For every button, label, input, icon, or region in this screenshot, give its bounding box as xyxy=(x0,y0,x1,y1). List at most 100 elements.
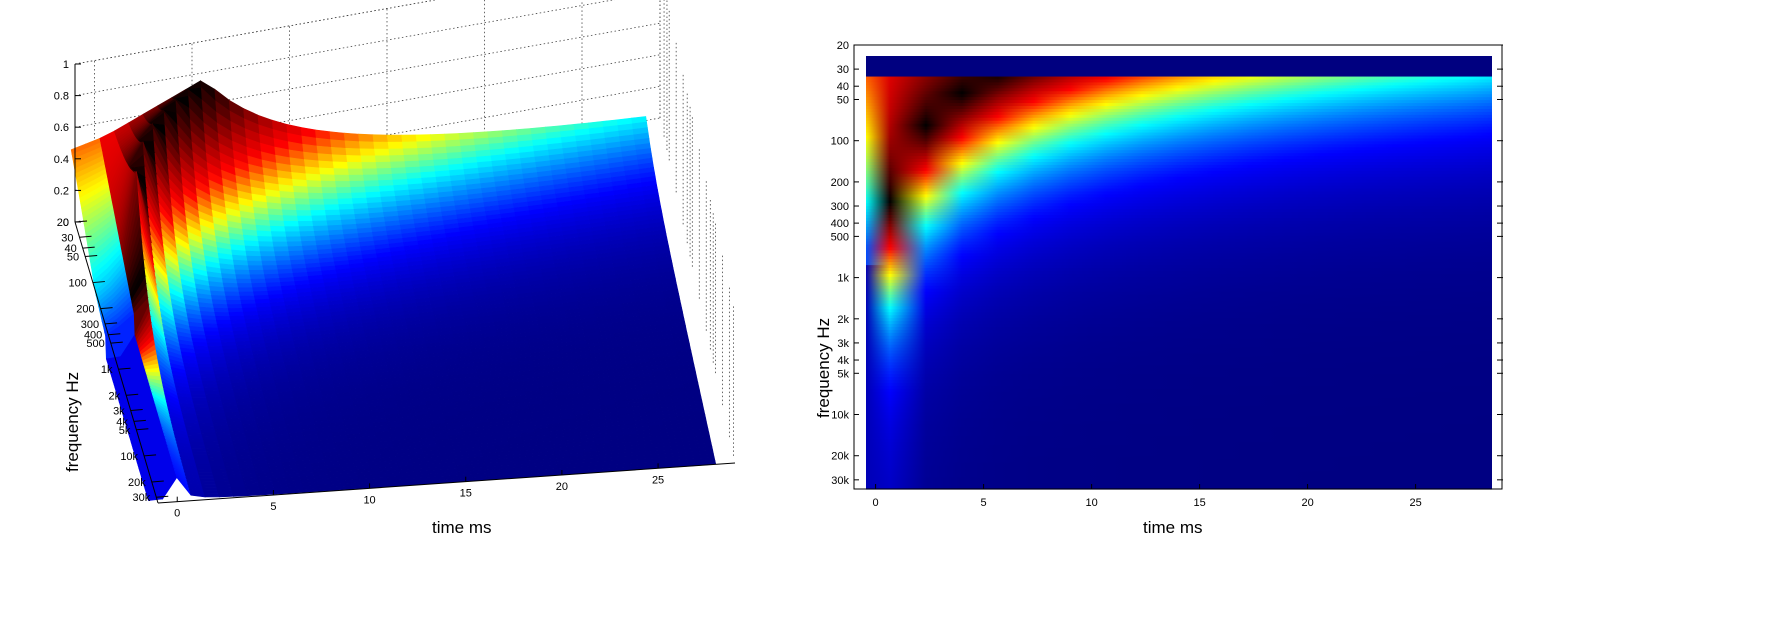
surface-patch xyxy=(430,140,447,149)
surface-patch xyxy=(224,291,241,297)
surface-patch xyxy=(306,180,323,188)
surface-patch xyxy=(207,345,224,351)
surface-patch xyxy=(374,148,391,157)
heatmap-band xyxy=(866,474,1492,478)
heatmap-band xyxy=(866,365,1492,369)
heatmap-band xyxy=(866,176,1492,181)
heatmap-y-tick-label: 40 xyxy=(837,81,849,93)
surface-patch xyxy=(270,225,286,233)
surface-patch xyxy=(189,387,206,392)
heatmap-axes-frame xyxy=(853,44,1503,490)
surface-x-tick-label: 15 xyxy=(460,488,472,500)
heatmap-band xyxy=(866,238,1492,243)
heatmap-band xyxy=(866,244,1492,249)
surface-grid-line xyxy=(74,0,438,65)
surface-z-tick-label: 0.6 xyxy=(54,122,69,134)
surface-y-tick xyxy=(130,409,143,412)
surface-patch xyxy=(313,225,329,232)
surface-patch xyxy=(222,282,239,289)
heatmap-band xyxy=(866,223,1492,228)
surface-patch xyxy=(388,148,405,157)
surface-patch xyxy=(203,327,220,333)
surface-patch xyxy=(295,204,312,211)
surface-patch xyxy=(347,168,364,176)
heatmap-band xyxy=(866,153,1492,157)
surface-patch xyxy=(387,141,404,150)
heatmap-band xyxy=(866,418,1492,422)
surface-patch xyxy=(198,367,215,372)
surface-patch xyxy=(404,160,421,168)
surface-patch xyxy=(311,215,328,222)
surface-patch xyxy=(273,246,290,253)
heatmap-band xyxy=(866,371,1492,375)
heatmap-band xyxy=(866,250,1492,254)
heatmap-y-tick-label: 20 xyxy=(837,40,849,52)
surface-patch xyxy=(444,133,461,142)
heatmap-band xyxy=(866,362,1492,366)
heatmap-band xyxy=(866,179,1492,184)
surface-grid-line xyxy=(74,54,661,160)
surface-patch xyxy=(258,241,275,248)
surface-patch xyxy=(200,481,217,486)
surface-patch xyxy=(195,356,212,362)
surface-patch xyxy=(213,307,230,313)
heatmap-y-tick-label: 3k xyxy=(837,338,849,350)
heatmap-band xyxy=(866,215,1492,219)
heatmap-band xyxy=(866,209,1492,213)
heatmap-band xyxy=(866,477,1492,481)
heatmap-band xyxy=(866,321,1492,325)
surface-patch xyxy=(223,287,240,293)
surface-patch xyxy=(293,192,310,200)
heatmap-band xyxy=(866,374,1492,378)
surface-patch xyxy=(349,180,366,188)
surface-patch xyxy=(299,230,316,238)
heatmap-y-tick-label: 2k xyxy=(837,314,849,326)
surface-patch xyxy=(192,454,209,459)
surface-patch xyxy=(232,259,249,267)
surface-patch xyxy=(202,490,219,495)
surface-patch xyxy=(307,186,324,194)
surface-patch xyxy=(320,180,337,188)
surface-patch xyxy=(205,335,221,340)
heatmap-band xyxy=(866,306,1492,310)
heatmap-y-tick-label: 20k xyxy=(831,451,849,463)
heatmap-band xyxy=(866,427,1492,431)
surface-patch xyxy=(188,384,205,389)
surface-patch xyxy=(285,231,302,238)
surface-patch xyxy=(296,210,313,217)
heatmap-y-tick-label: 10k xyxy=(831,410,849,422)
heatmap-y-tick-label: 30 xyxy=(837,64,849,76)
heatmap-band xyxy=(866,329,1492,334)
surface-patch xyxy=(363,174,379,182)
heatmap-band xyxy=(866,212,1492,216)
surface-y-tick-label: 30k xyxy=(133,492,151,504)
heatmap-band xyxy=(866,438,1492,443)
surface-patch xyxy=(292,178,308,188)
surface-patch xyxy=(403,154,420,162)
heatmap-band xyxy=(866,276,1492,281)
surface-patch xyxy=(282,215,299,222)
surface-patch xyxy=(197,469,213,474)
surface-patch xyxy=(344,140,361,150)
surface-patch xyxy=(402,141,418,150)
surface-patch xyxy=(324,209,341,216)
surface-patch xyxy=(249,274,266,280)
surface-patch xyxy=(216,319,232,325)
surface-patch xyxy=(212,303,229,309)
surface-y-tick xyxy=(144,454,157,457)
surface-patch xyxy=(271,236,288,243)
surface-patch xyxy=(333,168,350,176)
surface-patch xyxy=(347,161,363,170)
surface-patch xyxy=(190,394,207,399)
heatmap-band xyxy=(866,150,1492,154)
surface-y-tick xyxy=(105,322,118,325)
surface-patch xyxy=(197,363,214,369)
surface-patch xyxy=(190,390,206,395)
surface-patch xyxy=(297,215,313,222)
surface-patch xyxy=(269,220,286,227)
surface-patch xyxy=(261,260,278,267)
surface-y-tick xyxy=(136,428,149,431)
surface-patch xyxy=(304,166,321,175)
heatmap-band xyxy=(866,268,1492,272)
surface-patch xyxy=(272,241,289,248)
